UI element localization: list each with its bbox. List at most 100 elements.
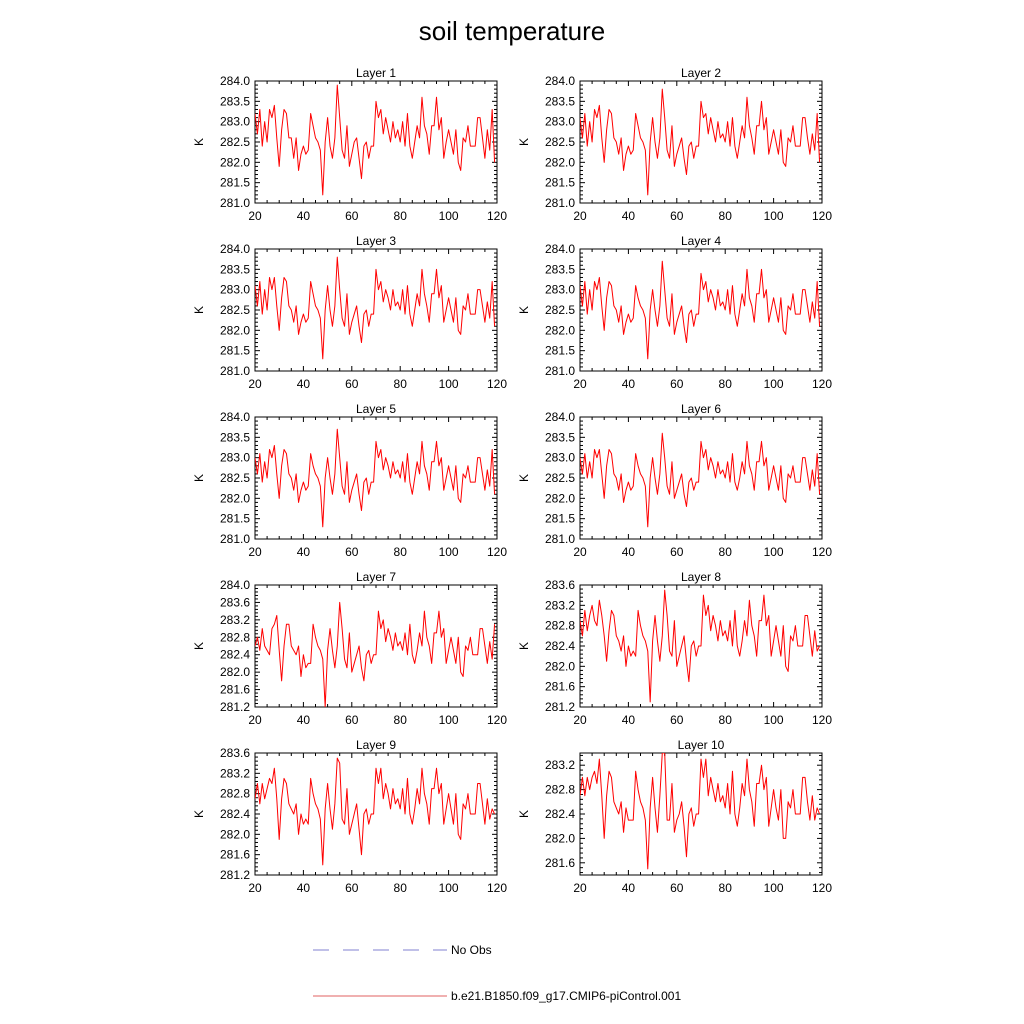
y-tick-label: 281.5 — [220, 344, 250, 358]
x-tick-label: 20 — [248, 713, 262, 727]
y-tick-label: 284.0 — [545, 410, 575, 424]
x-tick-label: 20 — [248, 545, 262, 559]
panel-title: Layer 8 — [681, 570, 721, 584]
y-tick-label: 282.8 — [220, 787, 250, 801]
x-tick-label: 80 — [394, 209, 408, 223]
y-tick-label: 281.2 — [220, 700, 250, 714]
figure-title: soil temperature — [419, 16, 605, 46]
y-tick-label: 281.0 — [545, 364, 575, 378]
y-tick-label: 283.6 — [220, 595, 250, 609]
series-line — [580, 753, 821, 870]
x-tick-label: 20 — [573, 209, 587, 223]
panel-layer-10: Layer 10 K 20 40 60 80 100 120 281.6 282.0 282.4 28… — [517, 738, 832, 895]
panel-layer-2: Layer 2 K 20 40 60 80 100 120 281.0 281.5 282.0 282… — [517, 66, 832, 223]
x-tick-label: 100 — [439, 545, 459, 559]
x-tick-label: 40 — [622, 545, 636, 559]
x-tick-label: 120 — [812, 377, 832, 391]
y-tick-label: 282.0 — [220, 491, 250, 505]
legend-label-model: b.e21.B1850.f09_g17.CMIP6-piControl.001 — [451, 989, 681, 1003]
y-tick-label: 281.0 — [220, 532, 250, 546]
x-tick-label: 100 — [439, 209, 459, 223]
x-tick-label: 120 — [812, 209, 832, 223]
panel-title: Layer 9 — [356, 738, 396, 752]
x-tick-label: 40 — [297, 881, 311, 895]
series-line — [580, 88, 821, 196]
x-tick-label: 40 — [622, 713, 636, 727]
panel-layer-5: Layer 5 K 20 40 60 80 100 120 281.0 281.5 282.0 282… — [192, 402, 507, 559]
y-tick-label: 282.8 — [545, 619, 575, 633]
y-tick-label: 281.0 — [220, 196, 250, 210]
y-tick-label: 282.5 — [220, 303, 250, 317]
y-tick-label: 281.6 — [545, 856, 575, 870]
y-tick-label: 284.0 — [545, 242, 575, 256]
x-tick-label: 20 — [573, 713, 587, 727]
panel-title: Layer 3 — [356, 234, 396, 248]
y-tick-label: 281.6 — [545, 680, 575, 694]
series-line — [580, 589, 821, 703]
x-tick-label: 20 — [248, 881, 262, 895]
x-tick-label: 60 — [670, 881, 684, 895]
panel-title: Layer 10 — [678, 738, 725, 752]
y-tick-label: 283.2 — [545, 598, 575, 612]
panel-title: Layer 7 — [356, 570, 396, 584]
x-tick-label: 20 — [248, 377, 262, 391]
y-tick-label: 284.0 — [220, 242, 250, 256]
x-tick-label: 60 — [670, 545, 684, 559]
y-tick-label: 284.0 — [220, 410, 250, 424]
x-tick-label: 60 — [670, 713, 684, 727]
y-tick-label: 283.5 — [220, 430, 250, 444]
y-tick-label: 282.5 — [545, 471, 575, 485]
y-tick-label: 283.5 — [545, 262, 575, 276]
x-tick-label: 60 — [670, 377, 684, 391]
x-tick-label: 80 — [719, 209, 733, 223]
y-tick-label: 284.0 — [220, 578, 250, 592]
panel-layer-3: Layer 3 K 20 40 60 80 100 120 281.0 281.5 282.0 282… — [192, 234, 507, 391]
y-axis-label: K — [192, 306, 206, 314]
x-tick-label: 100 — [439, 377, 459, 391]
y-tick-label: 283.2 — [220, 766, 250, 780]
x-tick-label: 120 — [812, 881, 832, 895]
legend-label-no-obs: No Obs — [451, 943, 492, 957]
x-tick-label: 80 — [394, 881, 408, 895]
panel-layer-8: Layer 8 K 20 40 60 80 100 120 281.2 281.6 282.0 282… — [517, 570, 832, 727]
series-line — [255, 256, 496, 360]
x-tick-label: 40 — [297, 209, 311, 223]
y-tick-label: 281.5 — [545, 512, 575, 526]
x-tick-label: 100 — [764, 545, 784, 559]
y-tick-label: 283.5 — [220, 262, 250, 276]
panel-title: Layer 6 — [681, 402, 721, 416]
x-tick-label: 40 — [297, 713, 311, 727]
x-tick-label: 100 — [764, 881, 784, 895]
x-tick-label: 60 — [345, 545, 359, 559]
x-tick-label: 120 — [487, 545, 507, 559]
y-axis-label: K — [517, 810, 531, 818]
x-tick-label: 80 — [394, 377, 408, 391]
x-tick-label: 40 — [622, 209, 636, 223]
panel-layer-6: Layer 6 K 20 40 60 80 100 120 281.0 281.5 282.0 282… — [517, 402, 832, 559]
x-tick-label: 100 — [764, 209, 784, 223]
y-tick-label: 282.0 — [220, 827, 250, 841]
y-tick-label: 282.0 — [545, 831, 575, 845]
panel-layer-4: Layer 4 K 20 40 60 80 100 120 281.0 281.5 282.0 282… — [517, 234, 832, 391]
x-tick-label: 100 — [439, 713, 459, 727]
x-tick-label: 120 — [487, 209, 507, 223]
x-tick-label: 80 — [394, 545, 408, 559]
y-axis-label: K — [517, 474, 531, 482]
x-tick-label: 100 — [764, 377, 784, 391]
x-tick-label: 80 — [394, 713, 408, 727]
x-tick-label: 80 — [719, 377, 733, 391]
y-tick-label: 281.2 — [545, 700, 575, 714]
x-tick-label: 20 — [573, 545, 587, 559]
y-tick-label: 281.6 — [220, 683, 250, 697]
y-tick-label: 282.8 — [545, 783, 575, 797]
y-tick-label: 283.0 — [220, 451, 250, 465]
series-line — [255, 84, 496, 196]
panel-layer-1: Layer 1 K 20 40 60 80 100 120 281.0 281.5 282.0 282… — [192, 66, 507, 223]
panel-title: Layer 5 — [356, 402, 396, 416]
y-axis-label: K — [517, 138, 531, 146]
y-tick-label: 282.5 — [220, 471, 250, 485]
x-tick-label: 80 — [719, 713, 733, 727]
x-tick-label: 80 — [719, 545, 733, 559]
x-tick-label: 60 — [345, 881, 359, 895]
